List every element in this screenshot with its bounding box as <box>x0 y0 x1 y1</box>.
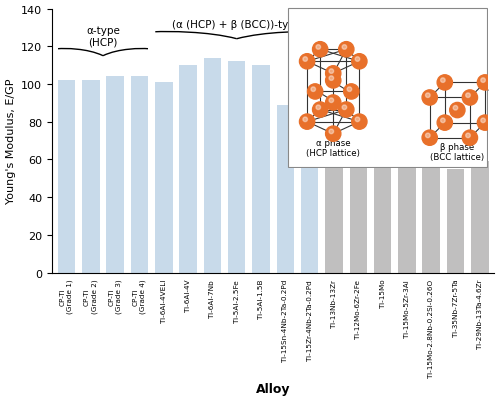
Bar <box>228 62 246 273</box>
Circle shape <box>326 67 341 82</box>
Bar <box>301 90 318 273</box>
Circle shape <box>466 94 470 98</box>
Circle shape <box>311 88 316 92</box>
Circle shape <box>437 116 452 131</box>
Circle shape <box>481 79 486 83</box>
Bar <box>447 169 464 273</box>
Circle shape <box>312 43 328 58</box>
Circle shape <box>426 94 430 98</box>
Circle shape <box>352 115 367 130</box>
Circle shape <box>478 116 492 131</box>
Text: α phase
(HCP lattice): α phase (HCP lattice) <box>306 138 360 158</box>
Circle shape <box>329 99 334 103</box>
Circle shape <box>422 131 438 146</box>
Circle shape <box>440 119 445 124</box>
Circle shape <box>426 134 430 138</box>
Circle shape <box>308 85 323 100</box>
Circle shape <box>338 103 354 118</box>
Circle shape <box>355 118 360 122</box>
Circle shape <box>300 55 314 70</box>
Text: β phase
(BCC lattice): β phase (BCC lattice) <box>430 142 484 162</box>
Bar <box>155 83 172 273</box>
Circle shape <box>316 46 320 50</box>
Circle shape <box>303 118 308 122</box>
Bar <box>106 77 124 273</box>
Bar <box>325 124 342 273</box>
Bar <box>350 134 367 273</box>
Bar <box>180 66 197 273</box>
Circle shape <box>303 58 308 62</box>
Circle shape <box>462 91 477 106</box>
Bar <box>276 105 294 273</box>
Bar <box>422 117 440 273</box>
Circle shape <box>326 127 341 142</box>
Circle shape <box>437 76 452 91</box>
Circle shape <box>300 115 314 130</box>
Circle shape <box>338 43 354 58</box>
Bar <box>130 77 148 273</box>
FancyBboxPatch shape <box>288 9 487 168</box>
Text: α-type
(HCP): α-type (HCP) <box>86 26 120 47</box>
Bar <box>471 162 488 273</box>
Circle shape <box>481 119 486 124</box>
Circle shape <box>422 91 438 106</box>
X-axis label: Alloy: Alloy <box>256 383 290 395</box>
Circle shape <box>342 46 346 50</box>
Circle shape <box>347 88 352 92</box>
Text: (α (HCP) + β (BCC))-type: (α (HCP) + β (BCC))-type <box>172 20 302 30</box>
Circle shape <box>326 74 341 89</box>
Circle shape <box>440 79 445 83</box>
Bar <box>204 59 221 273</box>
Bar <box>398 122 415 273</box>
Circle shape <box>329 130 334 134</box>
Y-axis label: Young's Modulus, E/GP: Young's Modulus, E/GP <box>6 79 16 204</box>
Circle shape <box>329 70 334 74</box>
Circle shape <box>462 131 477 146</box>
Text: β-type(BCC): β-type(BCC) <box>375 70 438 80</box>
Circle shape <box>453 106 458 111</box>
Circle shape <box>312 103 328 118</box>
Circle shape <box>316 106 320 110</box>
Circle shape <box>355 58 360 62</box>
Circle shape <box>352 55 367 70</box>
Circle shape <box>342 106 346 110</box>
Bar <box>58 81 76 273</box>
Circle shape <box>326 96 341 111</box>
Circle shape <box>478 76 492 91</box>
Circle shape <box>450 103 465 118</box>
Bar <box>374 126 392 273</box>
Bar <box>82 81 100 273</box>
Circle shape <box>329 77 334 81</box>
Bar <box>252 66 270 273</box>
Circle shape <box>344 85 359 100</box>
Circle shape <box>466 134 470 138</box>
